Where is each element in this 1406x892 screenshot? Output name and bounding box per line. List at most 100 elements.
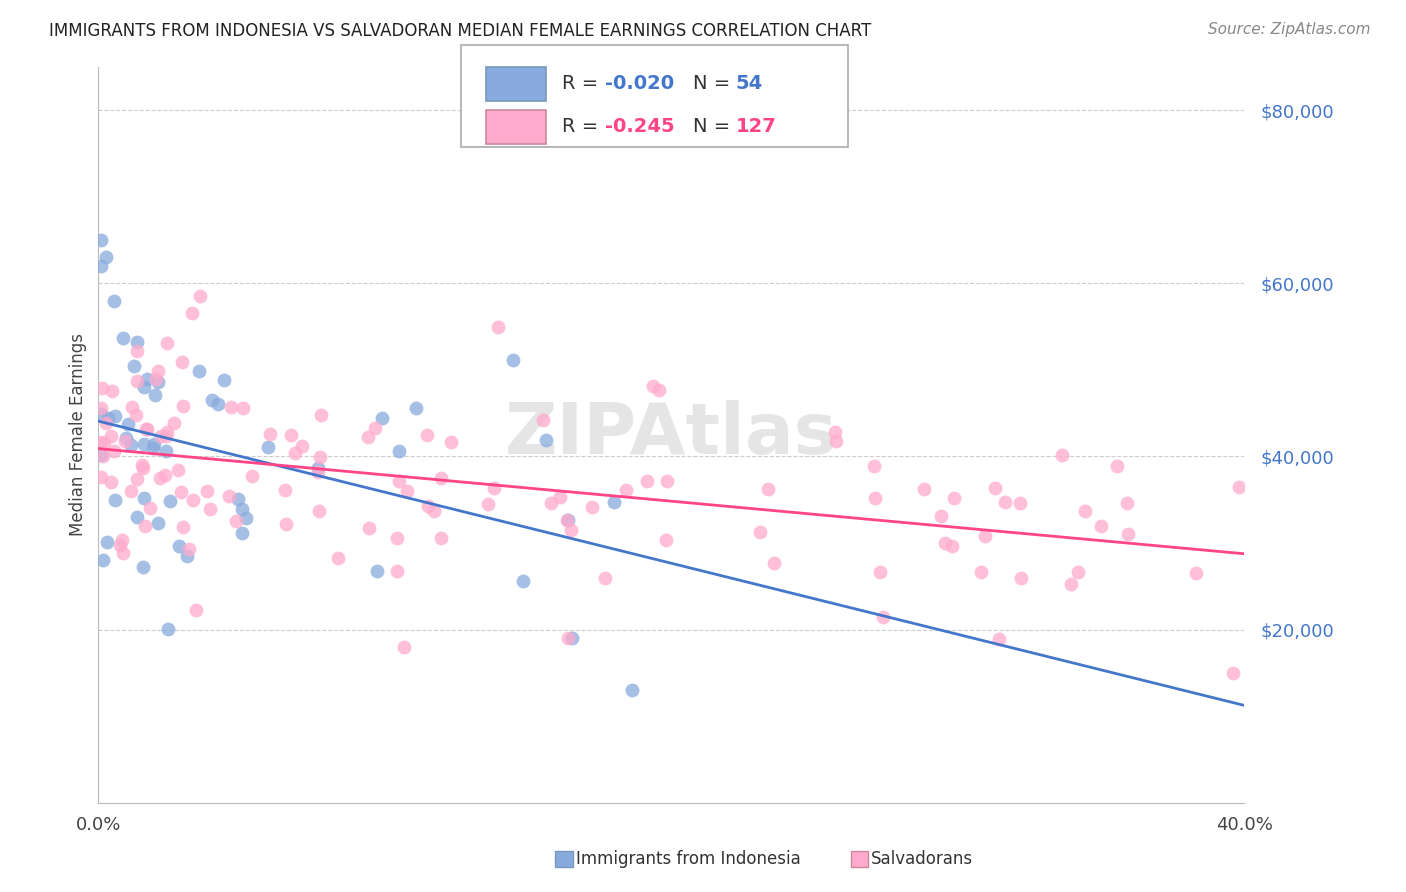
Point [181,306,204,320]
Point [1010,571,1032,585]
Point [127,334,149,349]
Point [156,336,179,351]
Point [90,470,112,484]
Point [170,355,193,369]
Point [531,413,554,427]
Point [90,233,112,247]
Point [135,422,157,436]
Point [561,632,583,646]
Point [96,251,118,265]
Point [309,450,332,464]
Point [117,417,139,432]
Point [655,533,678,547]
Point [430,531,453,545]
Point [142,436,165,450]
Point [103,444,125,458]
Point [1107,459,1129,474]
Point [188,288,211,302]
Point [763,556,786,570]
Point [307,465,329,479]
Point [188,364,211,378]
Point [90,259,112,273]
Point [136,372,159,386]
Point [371,411,394,425]
Point [131,559,153,574]
Point [1185,566,1208,581]
Point [534,434,557,448]
Point [226,492,249,507]
Point [648,383,671,397]
Point [423,504,446,518]
Point [395,484,418,499]
Point [557,632,579,646]
Point [929,508,952,523]
Point [120,438,142,452]
Point [603,495,626,509]
Point [394,640,416,654]
Point [756,482,779,496]
Point [93,435,115,450]
Point [104,493,127,508]
Point [169,485,191,500]
Point [110,538,132,552]
Text: 127: 127 [735,117,776,136]
Point [274,483,297,497]
Point [207,396,229,410]
Point [91,553,114,567]
Point [131,458,153,472]
Point [387,531,409,545]
Point [284,445,307,459]
Point [159,493,181,508]
Point [125,408,148,422]
Point [134,519,156,533]
Point [307,461,329,475]
Point [104,409,127,423]
Point [1227,480,1250,494]
Point [172,399,194,413]
Point [357,430,380,444]
Point [941,539,963,553]
Point [132,460,155,475]
Point [90,407,112,421]
Point [557,513,579,527]
Text: -0.245: -0.245 [605,117,675,136]
Point [212,373,235,387]
Point [100,429,122,443]
Point [512,574,534,588]
Y-axis label: Median Female Earnings: Median Female Earnings [69,334,87,536]
Point [146,516,169,530]
Point [364,421,387,435]
Point [581,500,603,515]
Point [326,551,349,566]
Point [177,541,200,556]
Point [984,481,1007,495]
Point [636,475,658,489]
Text: 54: 54 [735,74,762,93]
Text: Source: ZipAtlas.com: Source: ZipAtlas.com [1208,22,1371,37]
Point [121,400,143,414]
Point [172,520,194,534]
Point [146,375,169,389]
Point [988,632,1011,646]
Point [416,499,439,513]
Point [156,425,179,440]
Point [134,491,156,505]
Point [218,489,240,503]
Text: N =: N = [693,74,737,93]
Point [143,388,166,402]
Point [1050,448,1073,462]
Point [308,504,330,518]
Point [125,472,148,486]
Text: IMMIGRANTS FROM INDONESIA VS SALVADORAN MEDIAN FEMALE EARNINGS CORRELATION CHART: IMMIGRANTS FROM INDONESIA VS SALVADORAN … [49,22,872,40]
Point [1090,519,1112,533]
Point [114,434,136,448]
Point [112,331,135,345]
Point [225,514,247,528]
Point [430,471,453,485]
Point [872,610,894,624]
Point [311,408,333,422]
Point [235,511,257,525]
Point [502,352,524,367]
Point [616,483,638,497]
Point [560,523,582,537]
